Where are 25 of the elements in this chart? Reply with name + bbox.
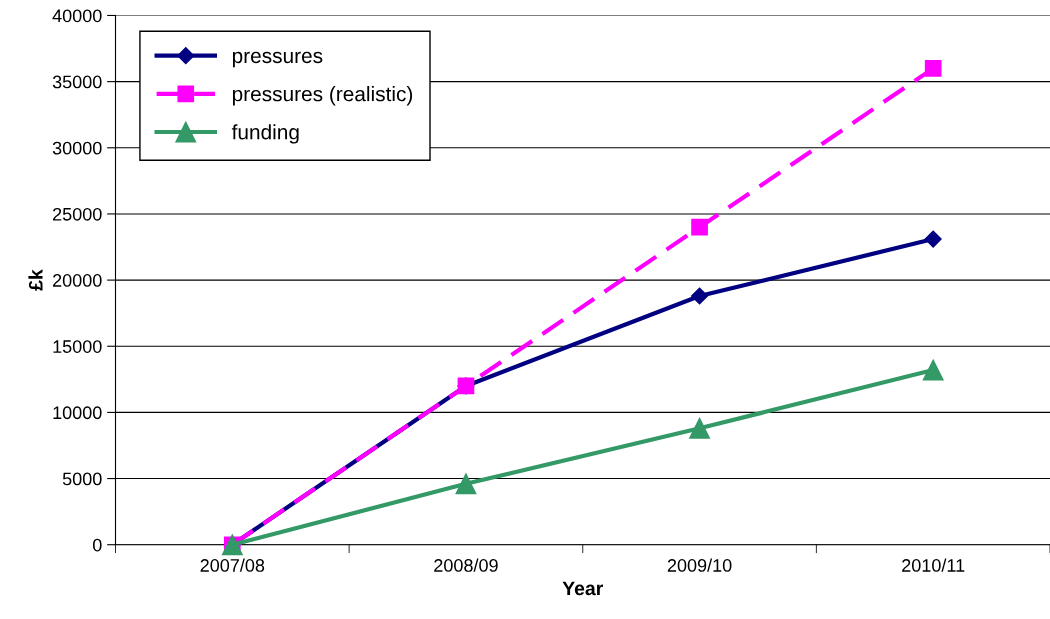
point xyxy=(924,60,942,77)
point xyxy=(924,230,942,248)
point xyxy=(455,473,477,495)
legend-label: pressures xyxy=(232,51,323,68)
x-tick-label: 2008/09 xyxy=(434,558,498,572)
x-tick-label: 2009/10 xyxy=(667,558,732,572)
y-tick-label: 0 xyxy=(92,538,102,552)
point xyxy=(691,218,708,236)
x-tick-label: 2010/11 xyxy=(902,558,965,572)
y-tick-label: 35000 xyxy=(52,75,102,89)
y-axis-title: £k xyxy=(28,269,43,291)
y-tick-label: 20000 xyxy=(53,274,102,287)
x-axis-title: Year xyxy=(562,581,603,596)
y-tick-label: 25000 xyxy=(53,207,102,221)
y-tick-label: 5000 xyxy=(62,472,102,486)
point xyxy=(689,417,710,439)
legend-label: pressures (realistic) xyxy=(232,86,413,106)
legend-label: funding xyxy=(231,124,299,144)
y-tick-label: 10000 xyxy=(53,406,102,420)
y-tick-label: 15000 xyxy=(53,340,102,353)
x-tick-label: 2007/08 xyxy=(200,558,265,572)
y-tick-label: 40000 xyxy=(52,9,102,23)
point xyxy=(691,287,709,305)
y-tick-label: 30000 xyxy=(52,141,102,155)
point xyxy=(922,359,944,381)
